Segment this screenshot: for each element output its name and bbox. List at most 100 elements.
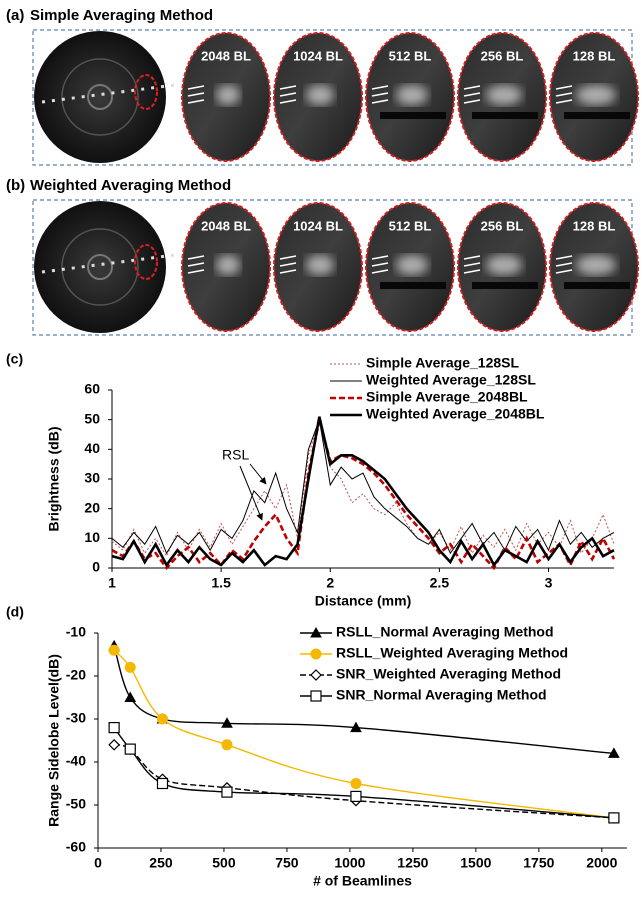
annotation: RSL: [222, 447, 249, 463]
marker: [125, 744, 135, 754]
marker: [157, 714, 167, 724]
y-tick-label: -10: [66, 624, 86, 640]
x-tick-label: 0: [94, 855, 102, 871]
image-tile: 2048 BL: [182, 33, 270, 161]
series-line: [114, 745, 614, 818]
x-tick-label: 750: [275, 855, 299, 871]
x-tick-label: 2.5: [430, 575, 450, 591]
legend-label: Weighted Average_128SL: [366, 372, 536, 388]
y-tick-label: -50: [66, 796, 86, 812]
image-tile: 256 BL: [458, 33, 546, 161]
y-tick-label: 40: [84, 440, 100, 456]
panel-label: (c): [6, 351, 23, 367]
annotation-arrow: [250, 464, 266, 484]
y-tick-label: 50: [84, 410, 100, 426]
x-tick-label: 3: [545, 575, 553, 591]
image-tile: 512 BL: [366, 203, 454, 331]
echo: [396, 85, 428, 105]
x-tick-label: 2000: [586, 855, 617, 871]
image-label: 512 BL: [389, 218, 432, 233]
legend-label: SNR_Weighted Averaging Method: [336, 666, 561, 682]
x-tick-label: 2: [326, 575, 334, 591]
x-tick-label: 1000: [334, 855, 365, 871]
marker: [222, 787, 232, 797]
image-label: 256 BL: [481, 218, 524, 233]
x-tick-label: 500: [212, 855, 236, 871]
y-tick-label: 30: [84, 470, 100, 486]
legend-label: Weighted Average_2048BL: [366, 406, 545, 422]
x-axis-label: Distance (mm): [315, 593, 411, 609]
panel-label: (b): [6, 177, 25, 194]
echo: [576, 255, 616, 275]
series-line: [112, 420, 614, 554]
marker: [311, 670, 321, 680]
shadow: [472, 112, 538, 119]
marker: [125, 693, 135, 702]
marker: [109, 723, 119, 733]
panel-label: (a): [6, 7, 24, 24]
echo: [486, 255, 522, 275]
y-tick-label: -60: [66, 839, 86, 855]
panel-title: Simple Averaging Method: [30, 7, 213, 24]
shadow: [380, 112, 446, 119]
figure: (a) Simple Averaging Method 2048 BL 1024 BL…: [0, 0, 644, 895]
marker: [311, 649, 321, 659]
image-tile: 128 BL: [550, 33, 638, 161]
echo: [576, 85, 616, 105]
marker: [311, 691, 321, 701]
image-label: 1024 BL: [293, 218, 343, 233]
echo: [306, 85, 334, 105]
image-tile: 1024 BL: [274, 33, 362, 161]
image-tile: 1024 BL: [274, 203, 362, 331]
image-label: 1024 BL: [293, 48, 343, 63]
marker: [609, 813, 619, 823]
echo: [306, 255, 334, 275]
marker: [351, 779, 361, 789]
shadow: [380, 282, 446, 289]
series-line: [112, 420, 614, 568]
panel-title: Weighted Averaging Method: [30, 177, 231, 194]
legend-label: Simple Average_128SL: [366, 355, 519, 371]
x-tick-label: 1250: [397, 855, 428, 871]
marker: [222, 740, 232, 750]
y-tick-label: 20: [84, 499, 100, 515]
y-tick-label: 10: [84, 529, 100, 545]
shadow: [564, 282, 630, 289]
ultrasound-image: [34, 201, 166, 333]
image-tile: 2048 BL: [182, 203, 270, 331]
shadow: [564, 112, 630, 119]
shadow: [472, 282, 538, 289]
echo: [216, 85, 240, 105]
marker: [125, 662, 135, 672]
image-tile: 512 BL: [366, 33, 454, 161]
x-tick-label: 1500: [460, 855, 491, 871]
legend-label: SNR_Normal Averaging Method: [336, 687, 547, 703]
x-tick-label: 1.5: [211, 575, 231, 591]
marker: [351, 791, 361, 801]
echo: [486, 85, 522, 105]
image-label: 512 BL: [389, 48, 432, 63]
series-line: [114, 728, 614, 818]
image-tile: 256 BL: [458, 203, 546, 331]
echo: [396, 255, 428, 275]
legend-label: RSLL_Normal Averaging Method: [336, 624, 554, 640]
ultrasound-image: [34, 31, 166, 163]
y-tick-label: -30: [66, 710, 86, 726]
image-label: 128 BL: [573, 218, 616, 233]
image-label: 2048 BL: [201, 218, 251, 233]
image-label: 128 BL: [573, 48, 616, 63]
panel-label: (d): [6, 604, 24, 620]
legend-label: RSLL_Weighted Averaging Method: [336, 645, 568, 661]
y-tick-label: 60: [84, 381, 100, 397]
legend-label: Simple Average_2048BL: [366, 389, 528, 405]
image-label: 256 BL: [481, 48, 524, 63]
image-label: 2048 BL: [201, 48, 251, 63]
y-tick-label: -20: [66, 667, 86, 683]
series-line: [112, 420, 614, 556]
y-axis-label: Range Sidelobe Level(dB): [46, 654, 62, 827]
x-axis-label: # of Beamlines: [313, 873, 412, 889]
y-tick-label: 0: [92, 559, 100, 575]
x-tick-label: 1750: [523, 855, 554, 871]
echo: [216, 255, 240, 275]
marker: [109, 740, 119, 750]
